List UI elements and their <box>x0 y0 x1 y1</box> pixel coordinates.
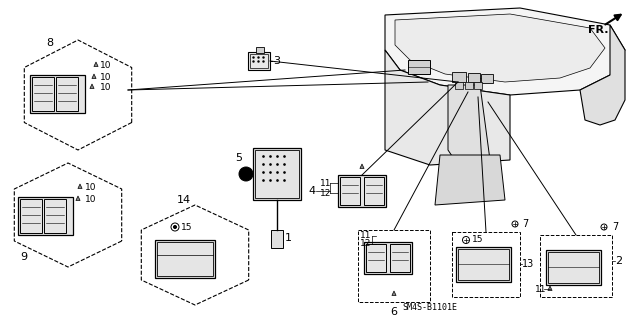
Text: 5: 5 <box>235 153 242 163</box>
Text: 11: 11 <box>320 179 332 188</box>
Polygon shape <box>395 14 605 82</box>
Bar <box>456 247 511 282</box>
Bar <box>548 252 599 283</box>
Circle shape <box>173 226 177 228</box>
Bar <box>481 74 493 83</box>
Bar <box>468 73 480 82</box>
Text: 7: 7 <box>612 222 618 232</box>
Text: FR.: FR. <box>588 25 609 35</box>
Bar <box>340 177 360 205</box>
Text: SM4S-B1101E: SM4S-B1101E <box>403 303 458 313</box>
Polygon shape <box>90 84 94 88</box>
Bar <box>155 240 215 278</box>
Bar <box>546 250 601 285</box>
Bar <box>18 197 73 235</box>
Circle shape <box>239 167 253 181</box>
Bar <box>253 148 301 200</box>
Bar <box>30 75 85 113</box>
Bar <box>458 249 509 280</box>
Polygon shape <box>392 291 396 295</box>
Text: 10: 10 <box>100 72 111 81</box>
Text: 2: 2 <box>615 256 622 266</box>
Text: 12: 12 <box>360 240 371 249</box>
Polygon shape <box>94 62 98 66</box>
Bar <box>364 177 384 205</box>
Bar <box>465 82 473 89</box>
Text: 11: 11 <box>360 232 371 241</box>
Text: 10: 10 <box>100 61 111 70</box>
Text: 10: 10 <box>85 182 97 191</box>
Bar <box>455 82 463 89</box>
Text: 13: 13 <box>522 259 534 269</box>
Bar <box>358 230 430 302</box>
Text: 15: 15 <box>472 235 483 244</box>
Polygon shape <box>385 8 625 95</box>
Text: 10: 10 <box>100 83 111 92</box>
Bar <box>364 242 412 274</box>
Polygon shape <box>385 50 510 165</box>
Text: 3: 3 <box>273 56 280 66</box>
Polygon shape <box>580 25 625 125</box>
Bar <box>20 199 42 233</box>
Polygon shape <box>548 286 552 291</box>
Bar <box>366 244 386 272</box>
Text: 15: 15 <box>181 222 193 232</box>
Text: 9: 9 <box>20 252 27 262</box>
Bar <box>452 232 520 297</box>
Text: 4: 4 <box>308 186 315 196</box>
Polygon shape <box>76 196 80 201</box>
Text: 7: 7 <box>522 219 528 229</box>
Text: 8: 8 <box>46 38 53 48</box>
Bar <box>256 47 264 53</box>
Polygon shape <box>360 164 364 168</box>
Bar <box>474 82 482 89</box>
Bar <box>408 60 430 74</box>
Bar <box>255 150 299 198</box>
Text: 12: 12 <box>320 189 332 197</box>
Bar <box>390 244 410 272</box>
Polygon shape <box>448 85 490 165</box>
Text: 11: 11 <box>535 285 547 293</box>
Bar <box>56 77 78 111</box>
Text: 6: 6 <box>390 307 397 317</box>
Text: 14: 14 <box>177 195 191 205</box>
Polygon shape <box>78 184 82 189</box>
Polygon shape <box>435 155 505 205</box>
Bar <box>248 52 270 70</box>
Bar <box>540 235 612 297</box>
Polygon shape <box>92 74 96 78</box>
Bar <box>271 230 283 248</box>
Bar <box>250 54 268 68</box>
Bar <box>338 175 386 207</box>
Bar <box>452 72 466 82</box>
Bar <box>157 242 213 276</box>
Text: 1: 1 <box>285 233 292 243</box>
Text: 10: 10 <box>85 195 97 204</box>
Bar <box>44 199 66 233</box>
Bar <box>32 77 54 111</box>
